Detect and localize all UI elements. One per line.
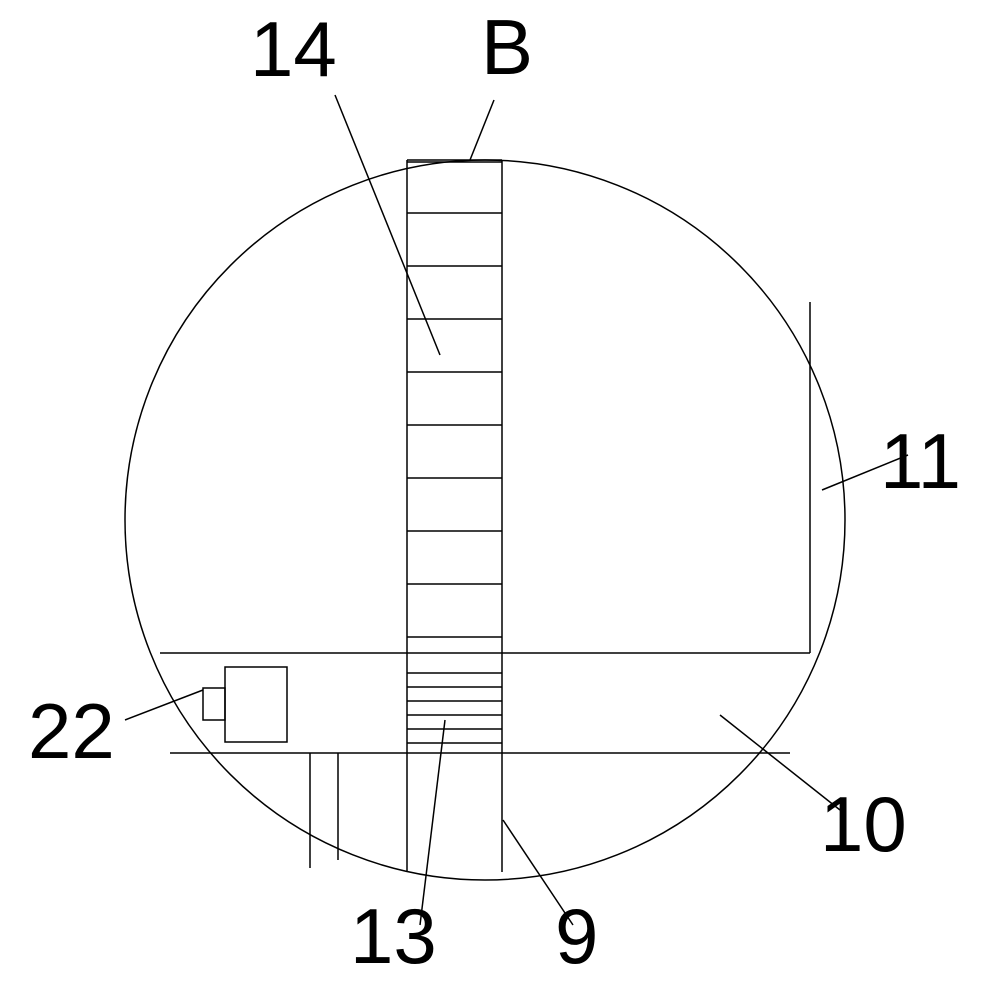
leader-line [335,95,440,355]
reference-label-9: 9 [555,897,598,975]
detail-circle [125,160,845,880]
reference-label-14: 14 [250,10,337,88]
reference-label-B: B [481,8,533,86]
reference-label-13: 13 [350,897,437,975]
leader-line [470,100,494,160]
motor [225,667,287,742]
reference-label-11: 11 [880,422,961,500]
reference-label-10: 10 [820,785,907,863]
leader-line [125,690,203,720]
reference-label-22: 22 [28,692,115,770]
